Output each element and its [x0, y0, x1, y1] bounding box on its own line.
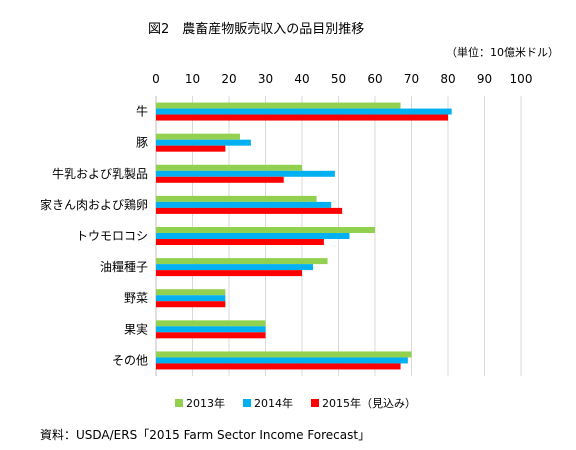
source-note: 資料：USDA/ERS「2015 Farm Sector Income Fore… — [40, 428, 371, 442]
bar — [156, 102, 401, 109]
legend-label: 2014年 — [254, 396, 293, 410]
legend-swatch — [175, 399, 183, 407]
bar — [156, 145, 226, 152]
bar — [156, 176, 284, 183]
bar — [156, 363, 401, 370]
bar — [156, 164, 302, 171]
bar — [156, 133, 240, 140]
bar — [156, 207, 343, 214]
bar — [156, 351, 412, 358]
x-tick-label: 80 — [440, 72, 455, 86]
x-tick-label: 60 — [367, 72, 382, 86]
legend-swatch — [311, 399, 319, 407]
category-label: 家きん肉および鶏卵 — [40, 197, 148, 212]
x-tick-label: 100 — [510, 72, 533, 86]
bar — [156, 270, 302, 277]
bar — [156, 357, 408, 364]
bar — [156, 301, 226, 308]
x-tick-label: 20 — [221, 72, 236, 86]
x-tick-label: 50 — [331, 72, 346, 86]
bar — [156, 326, 266, 333]
category-label: 油糧種子 — [100, 260, 148, 274]
unit-label: （単位：10億米ドル） — [446, 46, 559, 59]
legend-swatch — [243, 399, 251, 407]
category-label: 豚 — [136, 136, 148, 150]
bar — [156, 258, 328, 265]
bar — [156, 114, 448, 121]
bar — [156, 264, 313, 271]
category-label: 野菜 — [124, 291, 148, 305]
x-tick-label: 0 — [152, 72, 160, 86]
legend-label: 2015年（見込み） — [322, 396, 416, 410]
bar — [156, 139, 251, 146]
bar — [156, 332, 266, 339]
bar — [156, 227, 375, 233]
x-tick-label: 70 — [404, 72, 419, 86]
x-tick-label: 90 — [477, 72, 492, 86]
bar — [156, 295, 226, 302]
category-label: 牛 — [136, 104, 148, 119]
bar — [156, 108, 452, 115]
x-tick-label: 40 — [294, 72, 309, 86]
category-label: 牛乳および乳製品 — [52, 166, 148, 181]
legend-label: 2013年 — [186, 396, 225, 410]
category-label: 果実 — [124, 321, 148, 336]
bar — [156, 201, 332, 208]
bar — [156, 239, 324, 245]
bar — [156, 320, 266, 327]
x-tick-label: 30 — [258, 72, 273, 86]
x-tick-label: 10 — [185, 72, 200, 86]
bar — [156, 233, 350, 239]
bar — [156, 195, 317, 202]
bar — [156, 289, 226, 296]
category-label: その他 — [112, 353, 148, 367]
category-label: トウモロコシ — [76, 229, 148, 243]
chart-title: 図2 農畜産物販売収入の品目別推移 — [148, 22, 365, 37]
bar — [156, 170, 335, 177]
